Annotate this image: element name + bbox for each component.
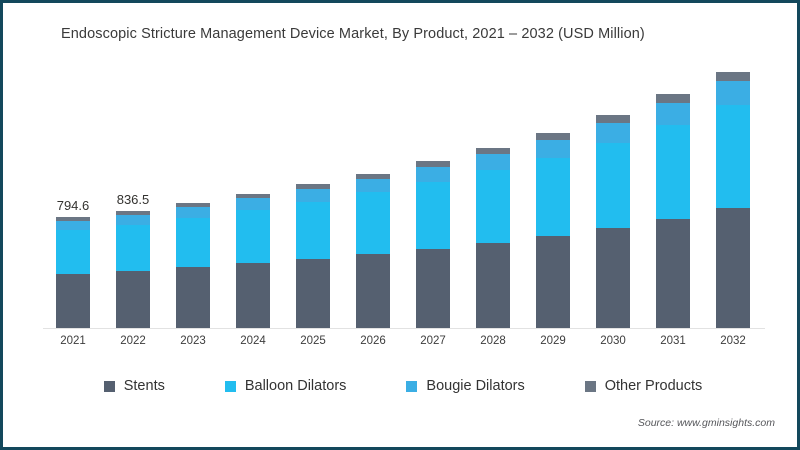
bar-column[interactable] — [536, 132, 570, 328]
bar-value-label: 794.6 — [56, 198, 90, 214]
bar-segment — [296, 258, 330, 328]
bar-segment — [656, 218, 690, 328]
bar-column[interactable] — [56, 217, 90, 328]
bar-segment — [356, 173, 390, 179]
bar-segment — [176, 217, 210, 268]
bar-segment — [716, 81, 750, 106]
bar-segment — [116, 271, 150, 328]
bar-segment — [656, 103, 690, 125]
bar-column[interactable] — [656, 94, 690, 328]
bar-segment — [536, 140, 570, 158]
legend-item-balloon-dilators[interactable]: Balloon Dilators — [224, 378, 347, 394]
bar-segment — [716, 208, 750, 328]
bar-segment — [536, 157, 570, 236]
legend-swatch-icon — [103, 380, 115, 392]
bar-segment — [356, 178, 390, 193]
bar-segment — [596, 122, 630, 143]
bar-segment — [176, 207, 210, 218]
x-axis-tick-label: 2031 — [660, 335, 686, 347]
bar-segment — [476, 154, 510, 171]
bar-segment — [476, 242, 510, 328]
bar-segment — [236, 263, 270, 328]
bar-segment — [116, 224, 150, 272]
legend-swatch-icon — [584, 380, 596, 392]
legend-item-stents[interactable]: Stents — [103, 378, 165, 394]
x-axis-tick-label: 2021 — [60, 335, 86, 347]
bar-segment — [356, 254, 390, 328]
bar-segment — [176, 203, 210, 208]
bar-column[interactable] — [356, 173, 390, 328]
bar-segment — [296, 184, 330, 190]
bar-segment — [56, 217, 90, 221]
bar-column[interactable] — [476, 147, 510, 328]
bar-segment — [116, 215, 150, 225]
bar-segment — [416, 181, 450, 249]
bar-segment — [236, 198, 270, 210]
x-axis-tick-label: 2029 — [540, 335, 566, 347]
bar-segment — [56, 220, 90, 230]
chart-legend: Stents Balloon Dilators Bougie Dilators Oth… — [3, 378, 800, 394]
bar-segment — [176, 267, 210, 328]
bar-segment — [296, 201, 330, 259]
legend-label: Stents — [123, 378, 165, 394]
x-axis-labels: 2021 2022 2023 2024 2025 2026 2027 2028 2029 2030… — [43, 335, 763, 355]
bar-column[interactable] — [716, 71, 750, 328]
x-axis-tick-label: 2025 — [300, 335, 326, 347]
x-axis-tick-label: 2026 — [360, 335, 386, 347]
page-title: Endoscopic Stricture Management Device M… — [61, 26, 645, 42]
bar-column[interactable] — [596, 114, 630, 328]
bar-segment — [56, 273, 90, 328]
plot-area: 794.6 836.5 — [43, 63, 763, 328]
bar-segment — [296, 189, 330, 202]
x-axis-tick-label: 2028 — [480, 335, 506, 347]
bar-segment — [596, 227, 630, 328]
bar-segment — [236, 209, 270, 264]
x-axis-tick-label: 2030 — [600, 335, 626, 347]
bar-segment — [596, 142, 630, 228]
source-attribution: Source: www.gminsights.com — [637, 417, 775, 429]
bar-segment — [476, 170, 510, 243]
legend-swatch-icon — [224, 380, 236, 392]
legend-swatch-icon — [406, 380, 418, 392]
bar-column[interactable] — [236, 193, 270, 328]
bar-segment — [656, 124, 690, 219]
bar-segment — [356, 192, 390, 255]
bar-value-label: 836.5 — [116, 192, 150, 208]
legend-label: Other Products — [604, 378, 703, 394]
x-axis-tick-label: 2022 — [120, 335, 146, 347]
legend-label: Bougie Dilators — [426, 378, 525, 394]
bar-segment — [536, 132, 570, 141]
legend-item-other-products[interactable]: Other Products — [584, 378, 703, 394]
x-axis-line — [43, 328, 765, 329]
bar-segment — [656, 94, 690, 104]
x-axis-tick-label: 2032 — [720, 335, 746, 347]
bar-segment — [716, 105, 750, 209]
bar-column[interactable] — [416, 161, 450, 328]
bar-segment — [416, 161, 450, 167]
legend-item-bougie-dilators[interactable]: Bougie Dilators — [406, 378, 525, 394]
bar-segment — [536, 235, 570, 328]
bar-segment — [116, 211, 150, 216]
bar-segment — [596, 114, 630, 123]
x-axis-tick-label: 2027 — [420, 335, 446, 347]
bar-segment — [56, 229, 90, 274]
bar-segment — [416, 166, 450, 182]
x-axis-tick-label: 2024 — [240, 335, 266, 347]
bar-column[interactable] — [116, 211, 150, 328]
bar-segment — [236, 193, 270, 199]
bar-segment — [416, 248, 450, 328]
bar-column[interactable] — [176, 203, 210, 328]
bar-segment — [476, 147, 510, 155]
bar-column[interactable] — [296, 184, 330, 328]
bar-segment — [716, 71, 750, 82]
legend-label: Balloon Dilators — [244, 378, 347, 394]
x-axis-tick-label: 2023 — [180, 335, 206, 347]
